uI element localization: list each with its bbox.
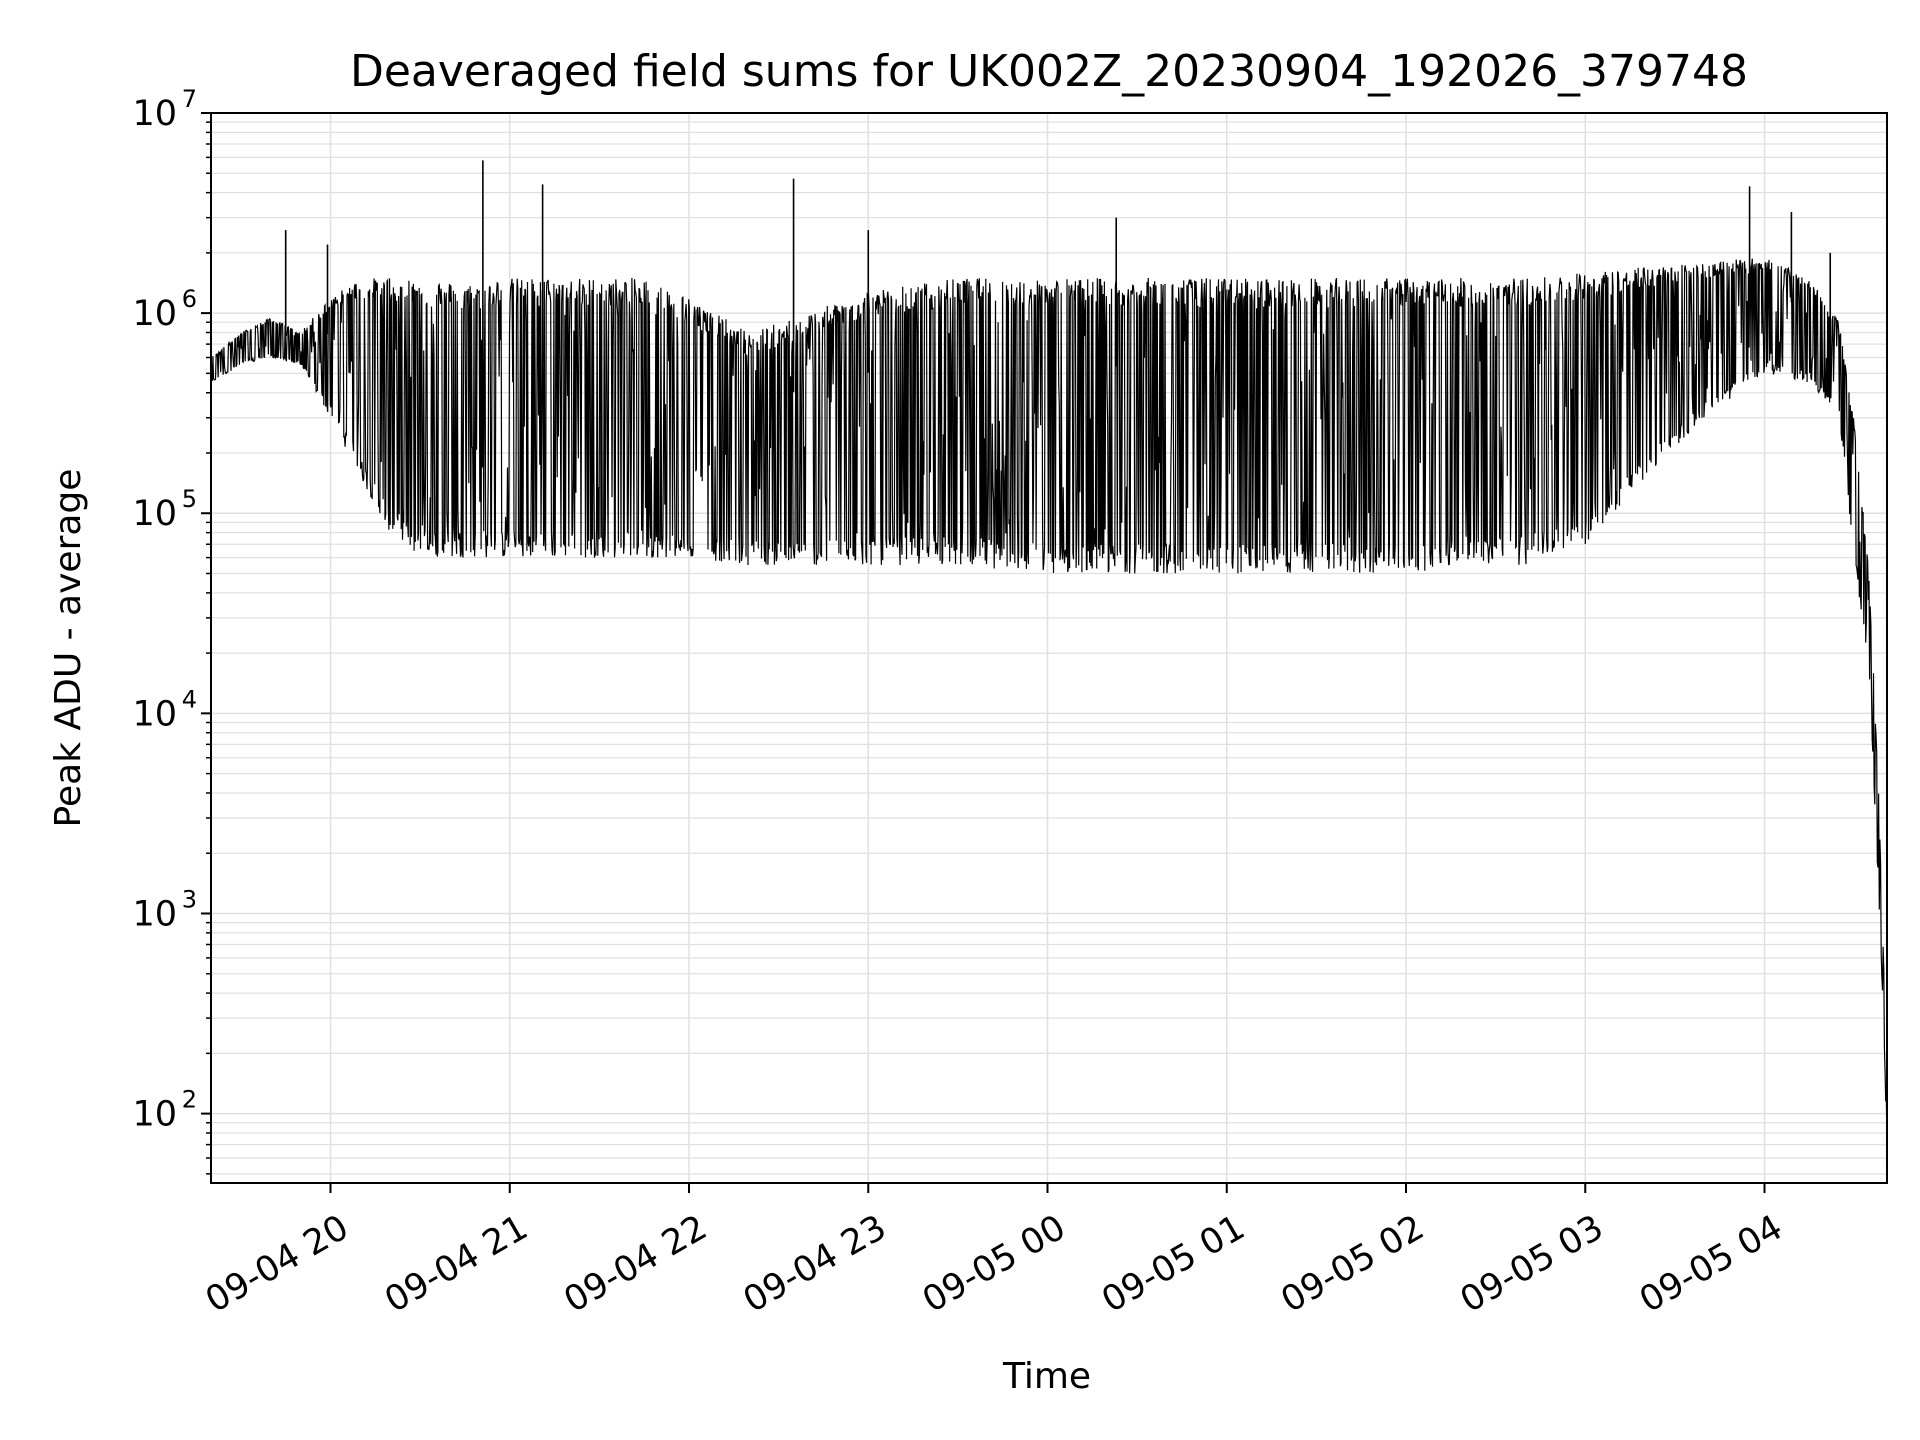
y-tick-exponent: 3 [182,885,197,913]
y-tick-base: 10 [132,94,177,134]
y-tick-exponent: 5 [182,485,197,513]
y-tick-label: 10 [132,894,177,934]
y-tick-label: 10 [132,1095,177,1135]
plot-frame [210,112,1888,1184]
y-tick-label: 10 [132,294,177,334]
y-tick-exponent: 7 [182,85,197,113]
y-tick-base: 10 [132,494,177,534]
y-tick-label: 10 [132,494,177,534]
y-tick-base: 10 [132,294,177,334]
y-tick-base: 10 [132,894,177,934]
data-series [210,160,1888,1157]
y-tick-label: 10 [132,694,177,734]
y-axis-label: Peak ADU - average [48,469,89,828]
x-axis-label: Time [1002,1356,1091,1397]
y-tick-label: 10 [132,94,177,134]
y-tick-base: 10 [132,694,177,734]
y-tick-exponent: 2 [182,1086,197,1114]
y-tick-exponent: 4 [182,685,197,713]
y-tick-exponent: 6 [182,285,197,313]
signal-line [210,258,1888,1157]
y-tick-base: 10 [132,1095,177,1135]
chart-title: Deaveraged field sums for UK002Z_2023090… [350,46,1748,97]
